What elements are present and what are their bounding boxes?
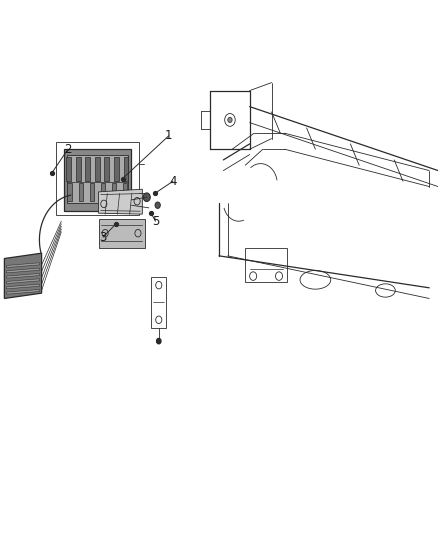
Polygon shape [7,284,39,289]
Text: 4: 4 [169,175,177,188]
Bar [76,157,81,181]
Polygon shape [7,289,39,294]
Text: 5: 5 [152,215,159,228]
Circle shape [155,202,160,208]
Bar [90,183,94,201]
Circle shape [143,193,150,201]
Bar [78,183,83,201]
Bar [56,142,139,215]
Bar [64,149,131,211]
Bar [99,219,145,248]
Polygon shape [7,273,39,278]
Polygon shape [4,253,42,298]
Bar [124,157,128,181]
Bar [245,248,287,282]
Polygon shape [7,263,39,268]
Bar [151,277,166,328]
Polygon shape [99,189,142,214]
Bar [67,155,128,203]
Bar [85,157,90,181]
Bar [112,183,117,201]
Bar [101,183,105,201]
Circle shape [228,117,232,123]
Bar [123,183,127,201]
Bar [66,157,71,181]
Bar [104,157,109,181]
Bar [67,183,72,201]
Circle shape [157,338,161,344]
Text: 2: 2 [64,143,72,156]
Text: 1: 1 [165,130,173,142]
Polygon shape [7,279,39,284]
Polygon shape [7,268,39,273]
Bar [95,157,99,181]
Bar [114,157,119,181]
Text: 3: 3 [99,231,106,244]
